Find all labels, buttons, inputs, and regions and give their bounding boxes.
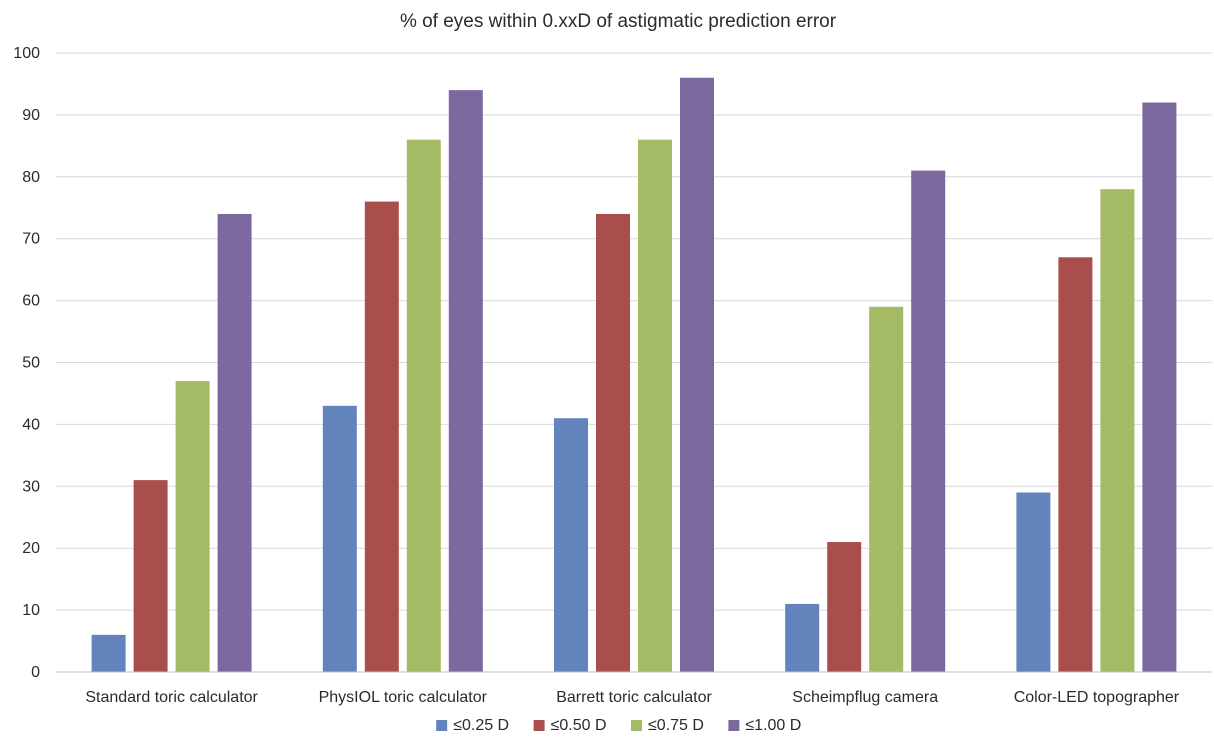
y-tick-label: 30 <box>22 478 40 495</box>
legend-swatch <box>728 720 740 731</box>
legend-label: ≤1.00 D <box>745 717 801 734</box>
y-tick-label: 0 <box>31 664 40 681</box>
y-tick-label: 90 <box>22 107 40 124</box>
bars <box>91 77 1177 673</box>
y-tick-label: 50 <box>22 355 40 372</box>
bar <box>364 201 399 672</box>
legend-label: ≤0.50 D <box>551 717 607 734</box>
legend-swatch <box>631 720 642 731</box>
bar <box>448 90 483 672</box>
y-tick-label: 10 <box>22 602 40 619</box>
bar <box>91 634 126 672</box>
y-tick-label: 100 <box>13 45 40 62</box>
bar <box>406 139 441 672</box>
bar <box>217 213 252 672</box>
bar <box>827 542 862 672</box>
bar <box>1100 189 1135 672</box>
x-category-label: Color-LED topographer <box>1014 689 1180 706</box>
y-tick-label: 60 <box>22 293 40 310</box>
bar <box>1016 492 1051 672</box>
bar <box>869 306 904 672</box>
bar <box>596 213 630 672</box>
bar <box>322 405 357 672</box>
x-category-label: Scheimpflug camera <box>792 689 938 706</box>
bar <box>638 139 672 672</box>
bar <box>133 480 168 672</box>
legend: ≤0.25 D ≤0.50 D ≤0.75 D ≤1.00 D <box>436 717 801 734</box>
y-tick-label: 20 <box>22 540 40 557</box>
x-category-label: Barrett toric calculator <box>556 689 712 706</box>
bar <box>554 418 588 672</box>
bar <box>175 381 210 672</box>
y-axis-ticks: 0 10 20 30 40 50 60 70 80 90 100 <box>13 45 40 681</box>
legend-label: ≤0.25 D <box>453 717 509 734</box>
bar <box>1142 102 1177 672</box>
y-tick-label: 80 <box>22 169 40 186</box>
y-tick-label: 40 <box>22 416 40 433</box>
x-category-label: Standard toric calculator <box>85 689 258 706</box>
bar <box>680 77 714 672</box>
bar <box>785 603 820 672</box>
legend-swatch <box>436 720 448 731</box>
legend-swatch <box>533 720 545 731</box>
legend-label: ≤0.75 D <box>648 717 704 734</box>
bar <box>911 170 946 673</box>
y-tick-label: 70 <box>22 231 40 248</box>
x-axis-categories: Standard toric calculator PhysIOL toric c… <box>85 689 1179 706</box>
x-category-label: PhysIOL toric calculator <box>319 689 488 706</box>
bar <box>1058 257 1093 672</box>
chart-title: % of eyes within 0.xxD of astigmatic pre… <box>400 11 837 32</box>
